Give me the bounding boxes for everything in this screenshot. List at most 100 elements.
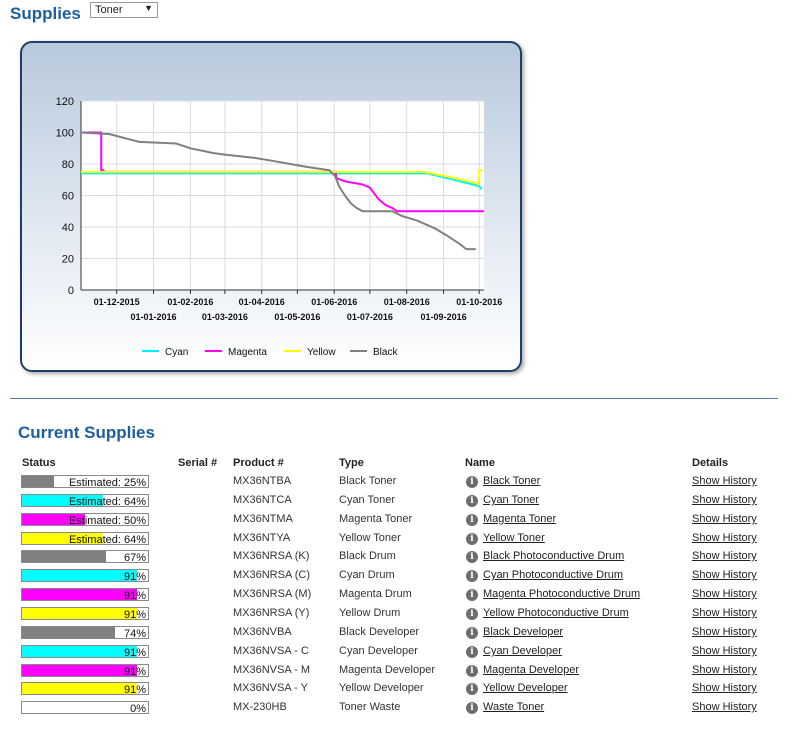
show-history-link[interactable]: Show History — [692, 664, 757, 676]
supply-name-link[interactable]: Waste Toner — [483, 701, 545, 713]
product-number: MX36NVSA - Y — [233, 682, 308, 694]
supply-name-link[interactable]: Magenta Toner — [483, 513, 557, 525]
table-row: 91% MX36NRSA (M) Magenta Drum i Magenta Phot… — [0, 588, 800, 607]
status-bar-fill — [22, 683, 137, 694]
status-bar-fill — [22, 514, 85, 525]
info-icon[interactable]: i — [466, 551, 478, 563]
supply-name-link[interactable]: Magenta Photoconductive Drum — [483, 588, 641, 600]
show-history-link[interactable]: Show History — [692, 626, 757, 638]
status-label: 91% — [123, 609, 146, 621]
product-number: MX36NTBA — [233, 475, 292, 487]
info-icon[interactable]: i — [466, 646, 478, 658]
supply-name-link[interactable]: Cyan Developer — [483, 645, 562, 657]
show-history-link[interactable]: Show History — [692, 588, 757, 600]
chart-canvas: 0 20 40 60 80 100 120 01-12-2015 01-02-2016 01-04… — [56, 96, 503, 358]
y-tick-label: 80 — [62, 159, 74, 171]
status-bar: Estimated: 25% — [21, 475, 149, 489]
supply-type-selected-value: Toner — [95, 4, 123, 16]
table-row: Estimated: 25% MX36NTBA Black Toner i Black … — [0, 475, 800, 494]
series-line-yellow — [81, 169, 483, 186]
product-number: MX36NRSA (K) — [233, 550, 310, 562]
status-bar-fill — [22, 570, 137, 581]
info-icon[interactable]: i — [466, 608, 478, 620]
y-tick-label: 100 — [56, 128, 74, 140]
info-icon[interactable]: i — [466, 514, 478, 526]
supply-type: Magenta Toner — [339, 513, 413, 525]
status-bar: 91% — [21, 645, 149, 659]
status-label: 91% — [123, 684, 146, 696]
header-product: Product # — [233, 457, 284, 469]
x-tick-label: 01-04-2016 — [239, 297, 285, 307]
info-icon[interactable]: i — [466, 665, 478, 677]
supply-type-select[interactable]: Toner ▼ — [90, 2, 158, 18]
show-history-link[interactable]: Show History — [692, 701, 757, 713]
x-tick-label: 01-01-2016 — [130, 312, 176, 322]
info-icon[interactable]: i — [466, 533, 478, 545]
supply-type: Yellow Drum — [339, 607, 401, 619]
show-history-link[interactable]: Show History — [692, 607, 757, 619]
show-history-link[interactable]: Show History — [692, 645, 757, 657]
table-row: 0% MX-230HB Toner Waste i Waste Toner Show Hi… — [0, 701, 800, 720]
status-bar: Estimated: 50% — [21, 513, 149, 527]
product-number: MX36NRSA (C) — [233, 569, 311, 581]
show-history-link[interactable]: Show History — [692, 532, 757, 544]
show-history-link[interactable]: Show History — [692, 494, 757, 506]
product-number: MX36NTCA — [233, 494, 292, 506]
supply-name-link[interactable]: Magenta Developer — [483, 664, 580, 676]
status-bar: Estimated: 64% — [21, 494, 149, 508]
x-tick-label: 01-02-2016 — [167, 297, 213, 307]
info-icon[interactable]: i — [466, 570, 478, 582]
supply-type: Black Developer — [339, 626, 420, 638]
legend-label-cyan: Cyan — [165, 347, 188, 358]
supply-name-link[interactable]: Cyan Photoconductive Drum — [483, 569, 624, 581]
show-history-link[interactable]: Show History — [692, 513, 757, 525]
status-label: 0% — [130, 703, 146, 715]
x-tick-label: 01-10-2016 — [456, 297, 502, 307]
supply-name-link[interactable]: Yellow Toner — [483, 532, 545, 544]
info-icon[interactable]: i — [466, 627, 478, 639]
x-tick-label: 01-03-2016 — [202, 312, 248, 322]
show-history-link[interactable]: Show History — [692, 475, 757, 487]
series-line-cyan — [81, 172, 483, 190]
status-bar: 91% — [21, 664, 149, 678]
y-tick-label: 120 — [56, 96, 74, 108]
status-bar: 67% — [21, 550, 149, 564]
series-line-magenta — [81, 131, 484, 213]
table-row: 91% MX36NRSA (C) Cyan Drum i Cyan Photocondu… — [0, 569, 800, 588]
show-history-link[interactable]: Show History — [692, 550, 757, 562]
legend-label-black: Black — [373, 347, 398, 358]
supply-name-link[interactable]: Black Toner — [483, 475, 541, 487]
supplies-history-chart: 0 20 40 60 80 100 120 01-12-2015 01-02-2016 01-04… — [20, 41, 522, 372]
x-tick-label: 01-09-2016 — [421, 312, 467, 322]
supply-type: Magenta Developer — [339, 664, 436, 676]
supply-name-link[interactable]: Yellow Developer — [483, 682, 568, 694]
status-bar: 91% — [21, 607, 149, 621]
supply-type: Magenta Drum — [339, 588, 412, 600]
info-icon[interactable]: i — [466, 476, 478, 488]
supply-type: Cyan Drum — [339, 569, 395, 581]
supply-type: Yellow Developer — [339, 682, 424, 694]
product-number: MX36NVSA - C — [233, 645, 309, 657]
status-bar-fill — [22, 551, 107, 562]
info-icon[interactable]: i — [466, 495, 478, 507]
table-row: 67% MX36NRSA (K) Black Drum i Black Photocon… — [0, 550, 800, 569]
product-number: MX36NTMA — [233, 513, 293, 525]
show-history-link[interactable]: Show History — [692, 682, 757, 694]
current-supplies-title: Current Supplies — [18, 423, 155, 442]
supply-name-link[interactable]: Yellow Photoconductive Drum — [483, 607, 629, 619]
x-tick-label: 01-08-2016 — [384, 297, 430, 307]
legend-label-yellow: Yellow — [307, 347, 336, 358]
supply-name-link[interactable]: Black Developer — [483, 626, 564, 638]
header-details: Details — [692, 457, 729, 469]
table-row: Estimated: 64% MX36NTYA Yellow Toner i Yello… — [0, 532, 800, 551]
status-label: 91% — [123, 571, 146, 583]
info-icon[interactable]: i — [466, 683, 478, 695]
info-icon[interactable]: i — [466, 589, 478, 601]
y-tick-label: 0 — [68, 285, 74, 297]
show-history-link[interactable]: Show History — [692, 569, 757, 581]
header-type: Type — [339, 457, 364, 469]
info-icon[interactable]: i — [466, 702, 478, 714]
y-tick-label: 60 — [62, 191, 74, 203]
supply-name-link[interactable]: Black Photoconductive Drum — [483, 550, 625, 562]
supply-name-link[interactable]: Cyan Toner — [483, 494, 540, 506]
